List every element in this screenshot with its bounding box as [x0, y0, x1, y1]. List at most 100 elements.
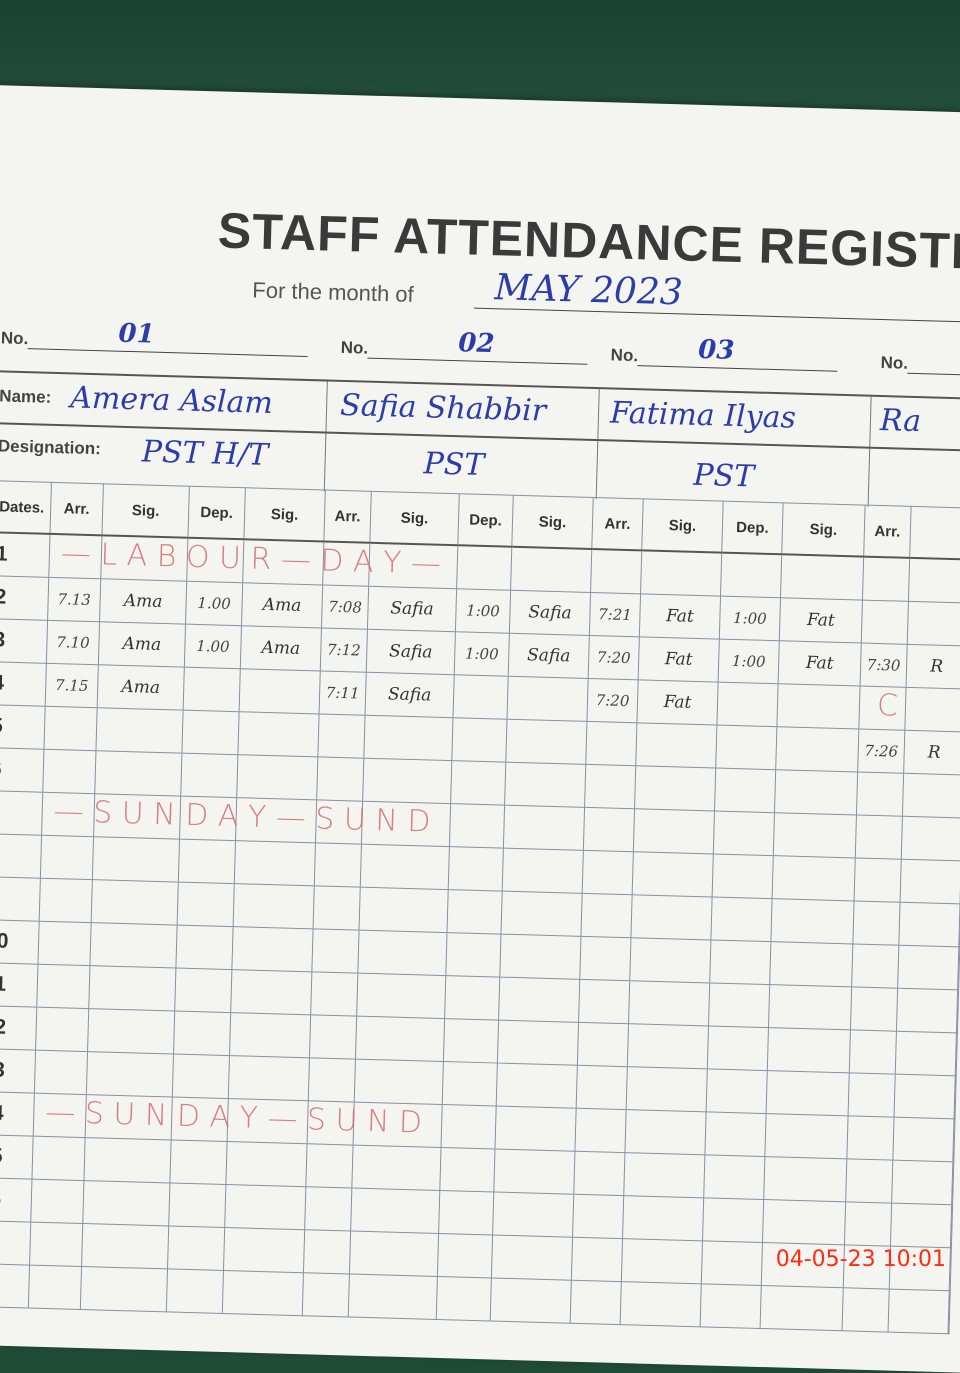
signature-cell [780, 554, 864, 601]
time-cell: 1:00 [718, 639, 780, 684]
time-cell [855, 814, 903, 860]
signature-cell [86, 1051, 174, 1097]
no-label: No. [0, 328, 29, 349]
signature-cell [776, 683, 861, 730]
time-cell [848, 1072, 896, 1118]
date-cell: 11 [0, 962, 38, 1008]
time-cell [704, 1111, 767, 1157]
signature-cell [629, 937, 711, 983]
signature-cell [502, 848, 584, 894]
signature-cell [769, 941, 853, 987]
signature-cell [229, 1012, 311, 1058]
signature-cell [506, 676, 589, 722]
signature-cell: R [903, 730, 960, 775]
time-cell [578, 979, 630, 1024]
time-cell: 7:11 [319, 670, 367, 716]
time-cell [316, 756, 364, 802]
time-cell [39, 878, 93, 923]
column-header: Arr. [591, 497, 644, 551]
time-cell [451, 717, 507, 763]
time-cell [31, 1136, 86, 1181]
time-cell [442, 1061, 498, 1107]
time-cell [310, 971, 358, 1017]
time-cell [174, 968, 232, 1013]
time-cell [701, 1240, 763, 1286]
time-cell [842, 1287, 890, 1333]
column-header: Sig. [781, 502, 866, 557]
time-cell [317, 713, 366, 759]
time-cell [183, 667, 241, 712]
time-cell [714, 768, 776, 813]
signature-cell [772, 855, 856, 901]
staff-number-value: 02 [457, 328, 495, 360]
staff-name-2: Safia Shabbir [339, 387, 547, 429]
staff-number-value: 01 [118, 318, 156, 350]
signature-cell [766, 1070, 850, 1116]
time-cell [35, 1007, 89, 1052]
signature-cell [760, 1285, 844, 1331]
staff-designation-1: PST H/T [141, 434, 269, 473]
signature-cell [225, 1141, 308, 1187]
signature-cell [234, 840, 316, 886]
time-cell [303, 1229, 351, 1274]
time-cell [862, 556, 910, 602]
time-cell: 7.10 [46, 620, 100, 665]
column-header: Sig. [641, 498, 724, 553]
time-cell [178, 839, 236, 884]
signature-cell: Fat [639, 593, 721, 640]
signature-cell [230, 969, 312, 1015]
signature-cell [91, 879, 179, 926]
time-cell: 7:20 [588, 635, 640, 680]
signature-cell: R [906, 644, 960, 689]
signature-cell [492, 1191, 574, 1238]
time-cell [29, 1222, 83, 1267]
time-cell: 7:26 [857, 729, 905, 774]
signature-cell [81, 1223, 169, 1269]
time-cell [166, 1268, 224, 1314]
time-cell [34, 1050, 88, 1095]
signature-cell [623, 1152, 705, 1198]
signature-cell [627, 1023, 709, 1069]
column-header: Dep. [457, 493, 514, 547]
time-cell [720, 552, 782, 598]
signature-cell [900, 859, 960, 904]
signature-cell [490, 1277, 572, 1324]
signature-cell [94, 750, 182, 797]
time-cell [850, 986, 898, 1032]
time-cell [305, 1143, 354, 1189]
date-cell: 13 [0, 1048, 36, 1094]
time-cell [453, 674, 509, 720]
time-cell [852, 900, 901, 946]
attendance-grid: Dates. Arr. Sig. Dep. Sig. Arr. Sig. Dep. Sig. Ar… [0, 480, 960, 1334]
time-cell [168, 1182, 226, 1228]
staff-number-4: No. [880, 348, 960, 376]
time-cell [845, 1158, 893, 1204]
signature-cell [228, 1055, 310, 1101]
time-cell [314, 842, 362, 888]
time-cell [43, 706, 98, 751]
signature-cell [908, 557, 960, 604]
time-cell [167, 1225, 225, 1271]
time-cell [579, 936, 631, 981]
time-cell [861, 600, 909, 645]
time-cell [574, 1108, 627, 1153]
date-cell: 10 [0, 919, 40, 965]
column-header: Sig. [511, 495, 594, 549]
signature-cell [351, 1145, 442, 1191]
signature-cell [767, 1027, 851, 1073]
signature-cell [896, 988, 958, 1033]
staff-number-1: No. 01 [0, 319, 309, 357]
time-cell: 7:20 [586, 678, 639, 723]
signature-cell [622, 1195, 704, 1241]
time-cell: 1.00 [184, 624, 242, 669]
signature-cell [356, 973, 446, 1019]
signature-cell [633, 808, 715, 854]
time-cell [703, 1154, 765, 1200]
time-cell [706, 1068, 768, 1114]
signature-cell [359, 887, 449, 933]
signature-cell [233, 883, 315, 929]
no-label: No. [340, 337, 369, 358]
signature-cell [503, 805, 585, 851]
time-cell [856, 771, 904, 817]
date-cell: 18 [0, 1263, 30, 1309]
